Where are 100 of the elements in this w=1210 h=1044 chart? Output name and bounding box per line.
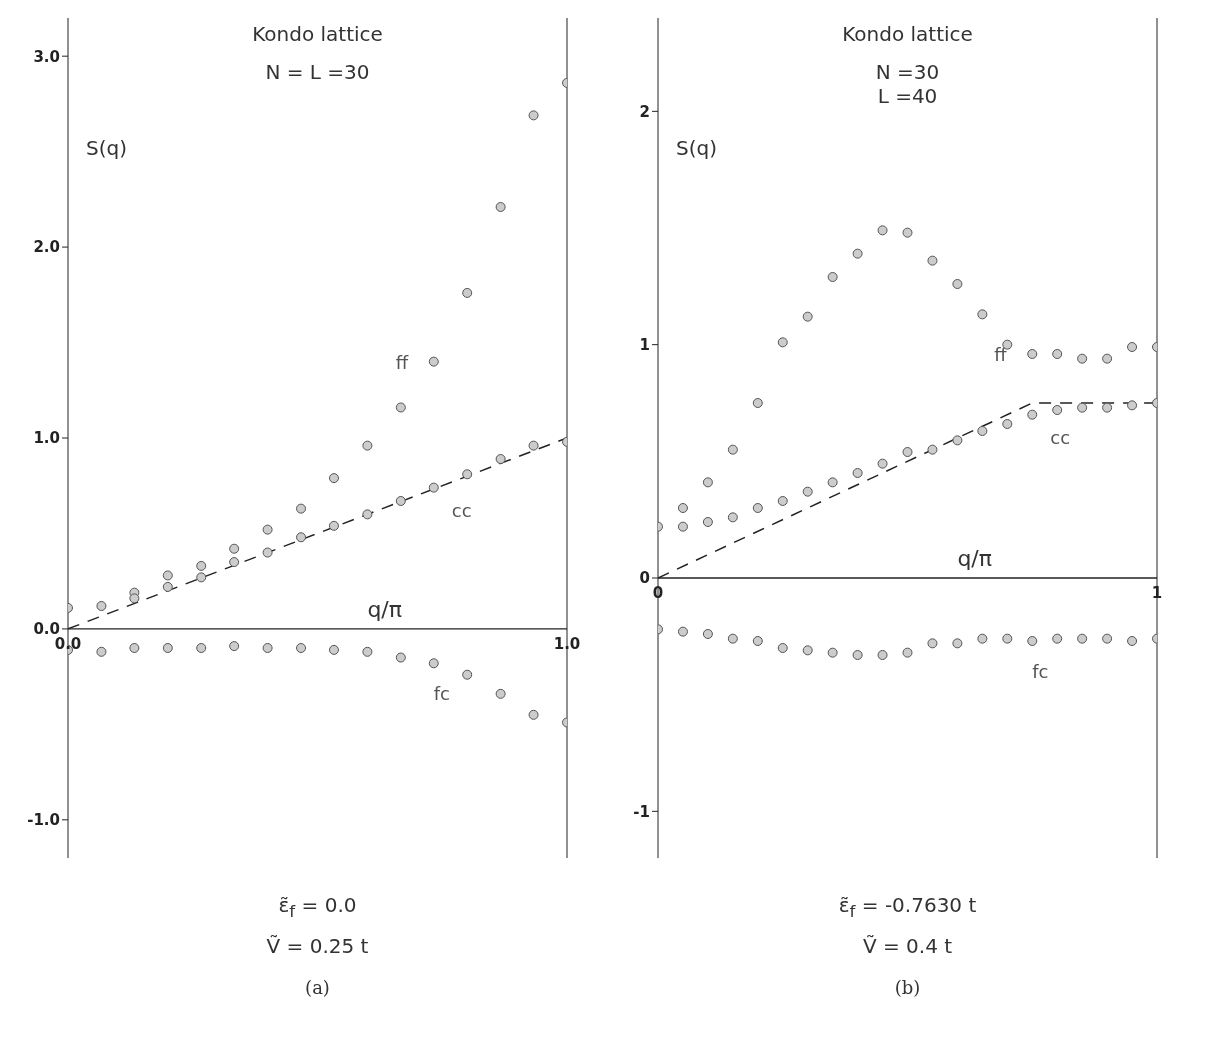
point: [328, 644, 339, 655]
point: [528, 110, 539, 121]
series-label: ff: [395, 351, 409, 373]
point: [362, 440, 373, 451]
text: Ṽ = 0.4 t: [861, 933, 954, 960]
point: [702, 477, 713, 488]
point: [362, 646, 373, 657]
point: [1077, 633, 1088, 644]
point: [852, 650, 863, 660]
point: [1077, 402, 1088, 413]
point: [1102, 353, 1113, 364]
point: [977, 309, 988, 320]
point: [362, 509, 373, 520]
point: [802, 311, 813, 322]
point: [1027, 409, 1038, 420]
point: [196, 560, 207, 571]
point: [129, 643, 140, 653]
point: [977, 633, 988, 644]
point: [462, 669, 473, 680]
point: [96, 646, 107, 657]
point: [1127, 342, 1138, 352]
x-axis-title: q/π: [957, 546, 993, 571]
text: ε̃$_{f}$ = -0.7630 t: [837, 892, 978, 923]
point: [229, 557, 240, 568]
point: [802, 486, 813, 497]
chart-title: Kondo lattice: [251, 22, 384, 46]
y-axis-title: S(q): [676, 135, 717, 160]
point: [428, 658, 439, 669]
point: [927, 255, 938, 266]
point: [1127, 636, 1138, 646]
series-label: cc: [451, 499, 472, 521]
point: [96, 601, 107, 611]
point: [162, 570, 173, 581]
y-tick-label: 0: [639, 569, 650, 588]
point: [495, 454, 506, 464]
point: [1052, 349, 1063, 359]
point: [296, 532, 307, 543]
point: [927, 444, 938, 455]
text: ε̃$_{f}$ = 0.0: [277, 892, 358, 923]
point: [677, 521, 688, 532]
point: [495, 202, 506, 212]
point: [777, 337, 788, 348]
point: [852, 468, 863, 478]
y-tick-label: 2: [639, 102, 650, 121]
point: [528, 709, 539, 720]
point: [129, 593, 140, 604]
point: [827, 647, 838, 658]
series-label: fc: [433, 683, 450, 705]
point: [777, 643, 788, 653]
point: [877, 650, 888, 660]
point: [827, 272, 838, 282]
point: [495, 688, 506, 699]
point: [752, 503, 763, 513]
text: (b): [893, 976, 922, 1000]
point: [528, 440, 539, 451]
point: [777, 496, 788, 506]
point: [262, 524, 273, 535]
y-tick-label: -1.0: [27, 811, 60, 830]
series-label: cc: [1050, 426, 1071, 448]
point: [877, 225, 888, 236]
point: [162, 643, 173, 653]
point: [328, 520, 339, 531]
y-tick-label: 1.0: [33, 429, 60, 448]
point: [428, 356, 439, 367]
point: [462, 287, 473, 298]
point: [852, 248, 863, 259]
series-label: ff: [994, 344, 1007, 365]
point: [952, 638, 963, 649]
series-label: fc: [1032, 661, 1049, 682]
point: [196, 572, 207, 583]
point: [1002, 419, 1013, 429]
point: [1002, 633, 1013, 644]
y-tick-label: 1: [639, 335, 650, 354]
point: [395, 652, 406, 663]
point: [262, 643, 273, 653]
point: [1102, 633, 1113, 644]
point: [229, 543, 240, 554]
point: [229, 641, 240, 652]
point: [395, 496, 406, 506]
point: [952, 435, 963, 446]
point: [162, 581, 173, 592]
point: [877, 458, 888, 469]
point: [752, 398, 763, 408]
point: [927, 638, 938, 649]
point: [702, 629, 713, 639]
point: [677, 503, 688, 513]
point: [727, 633, 738, 644]
point: [328, 473, 339, 484]
point: [262, 547, 273, 558]
text: Ṽ = 0.25 t: [265, 933, 370, 960]
point: [752, 636, 763, 646]
x-axis-title: q/π: [367, 596, 403, 622]
text: N =30 L =40: [874, 60, 941, 108]
y-tick-label: 3.0: [33, 47, 60, 66]
point: [1027, 636, 1038, 646]
point: [902, 647, 913, 658]
point: [902, 447, 913, 457]
point: [1027, 349, 1038, 359]
point: [727, 512, 738, 523]
point: [296, 643, 307, 653]
